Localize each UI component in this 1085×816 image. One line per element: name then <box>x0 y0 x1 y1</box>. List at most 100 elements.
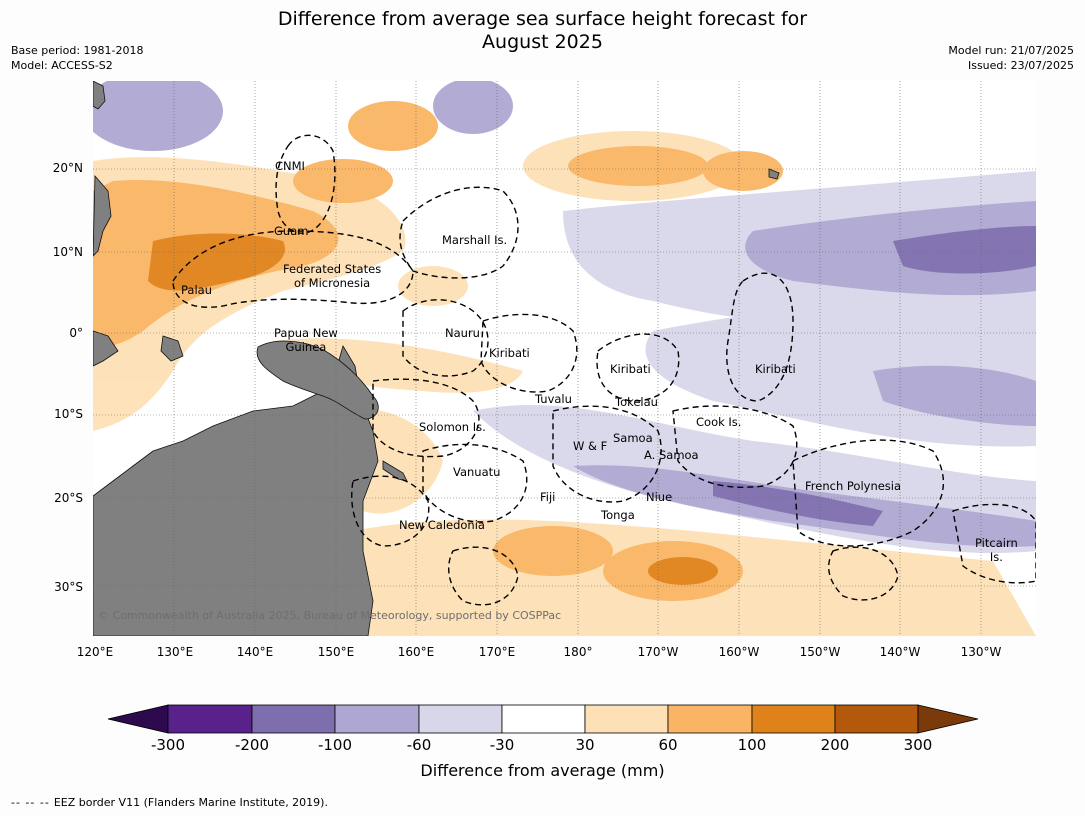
lat-label-30s: 30°S <box>54 580 83 594</box>
colorbar-tick: 30 <box>575 736 595 754</box>
map-svg <box>93 81 1036 636</box>
label-niue: Niue <box>646 490 673 504</box>
title-line-1: Difference from average sea surface heig… <box>277 8 808 30</box>
moderate-positive-mid-north <box>568 146 708 186</box>
colorbar-tick: -100 <box>317 736 353 754</box>
eez-kiribati-line <box>726 272 794 402</box>
eez-french-polynesia <box>792 439 945 547</box>
colorbar-tick: -30 <box>489 736 515 754</box>
colorbar-tick: 100 <box>737 736 767 754</box>
lat-label-20s: 20°S <box>54 491 83 505</box>
lon-label-140w: 140°W <box>879 645 921 659</box>
eez-legend-text: EEZ border V11 (Flanders Marine Institut… <box>53 796 328 809</box>
lat-label-0: 0° <box>69 326 83 340</box>
positive-anomaly-north-3 <box>703 151 783 191</box>
colorbar-tick: -60 <box>406 736 432 754</box>
colorbar-seg-200-300 <box>834 704 919 734</box>
label-guam: Guam <box>274 224 309 238</box>
meta-right: Model run: 21/07/2025 Issued: 23/07/2025 <box>948 43 1074 73</box>
eez-kiribati-west <box>480 313 578 393</box>
colorbar-seg-200-100 <box>251 704 336 734</box>
positive-anomaly-north-2 <box>293 159 393 203</box>
lat-label-20n: 20°N <box>52 161 83 175</box>
chart-title: Difference from average sea surface heig… <box>0 8 1085 54</box>
eez-legend: -- -- -- EEZ border V11 (Flanders Marine … <box>11 796 328 809</box>
eez-fsm <box>172 230 414 308</box>
eez-vanuatu-fiji <box>422 443 528 523</box>
colorbar-tick: 300 <box>903 736 933 754</box>
label-palau: Palau <box>181 283 212 297</box>
strong-negative-east <box>893 226 1036 274</box>
negative-anomaly-nw <box>93 81 223 151</box>
colorbar-extend-high <box>917 704 979 734</box>
colorbar-tick: -300 <box>150 736 186 754</box>
colorbar-seg-30-60 <box>584 704 669 734</box>
label-solomon-islands: Solomon Is. <box>419 420 486 434</box>
positive-anomaly-marshall <box>398 266 468 306</box>
label-tuvalu: Tuvalu <box>535 392 572 406</box>
lon-label-130e: 130°E <box>156 645 194 659</box>
meta-left: Base period: 1981-2018 Model: ACCESS-S2 <box>11 43 143 73</box>
new-guinea <box>256 340 379 420</box>
label-vanuatu: Vanuatu <box>453 465 501 479</box>
label-kiribati-line: Kiribati <box>755 362 796 376</box>
strong-negative-south <box>713 481 883 526</box>
forecast-map: CNMI Guam Marshall Is. Federated States … <box>93 81 1036 636</box>
label-cnmi: CNMI <box>275 159 305 173</box>
philippines <box>93 174 112 257</box>
eez-tuvalu-solomon <box>372 378 480 458</box>
lon-label-160w: 160°W <box>718 645 760 659</box>
eez-austral <box>827 546 899 601</box>
colorbar-label: Difference from average (mm) <box>420 761 665 780</box>
sulawesi <box>93 330 119 367</box>
taiwan <box>93 81 106 110</box>
negative-anomaly-north <box>433 81 513 134</box>
colorbar-tick: 200 <box>820 736 850 754</box>
lon-label-160e: 160°E <box>397 645 435 659</box>
lon-label-170w: 170°W <box>637 645 679 659</box>
label-kiribati-gilbert: Kiribati <box>489 346 530 360</box>
label-papua-new-guinea: Papua New Guinea <box>274 326 338 354</box>
australia <box>93 345 379 636</box>
lon-label-140e: 140°E <box>236 645 274 659</box>
hawaii <box>768 168 780 180</box>
label-pitcairn-islands: Pitcairn Is. <box>975 536 1018 564</box>
moderate-negative-se <box>873 365 1036 426</box>
eez-marshall <box>399 186 519 279</box>
eez-legend-symbol: -- -- -- <box>11 796 50 809</box>
model-run: Model run: 21/07/2025 <box>948 44 1074 57</box>
lon-label-130w: 130°W <box>960 645 1002 659</box>
positive-anomaly-south-2 <box>493 526 613 576</box>
label-marshall-islands: Marshall Is. <box>442 233 508 247</box>
colorbar-seg-100-60 <box>334 704 420 734</box>
label-new-caledonia: New Caledonia <box>399 518 485 532</box>
colorbar-seg-60-100 <box>667 704 753 734</box>
strong-positive-west <box>148 233 285 291</box>
eez-borders <box>172 134 1036 606</box>
label-samoa: Samoa <box>613 431 653 445</box>
colorbar-seg-30-30 <box>501 704 586 734</box>
graticule <box>93 81 1036 636</box>
halmahera <box>160 335 184 362</box>
lon-label-170e: 170°E <box>478 645 516 659</box>
label-tokelau: Tokelau <box>615 395 658 409</box>
label-tonga: Tonga <box>601 508 635 522</box>
eez-kiribati-phoenix <box>596 333 680 402</box>
eez-nauru-kiribati <box>402 299 489 377</box>
label-french-polynesia: French Polynesia <box>805 479 902 493</box>
eez-pitcairn <box>952 503 1036 584</box>
label-american-samoa: A. Samoa <box>644 448 699 462</box>
lat-label-10n: 10°N <box>52 245 83 259</box>
positive-anomaly-north-1 <box>348 101 438 151</box>
base-period: Base period: 1981-2018 <box>11 44 144 57</box>
model-name: Model: ACCESS-S2 <box>11 59 113 72</box>
label-federated-states-of-micronesia: Federated States of Micronesia <box>283 262 382 290</box>
label-nauru: Nauru <box>445 326 480 340</box>
label-wallis-futuna: W & F <box>573 439 608 453</box>
eez-new-caledonia <box>351 475 430 547</box>
lon-label-150e: 150°E <box>317 645 355 659</box>
colorbar <box>107 704 979 734</box>
colorbar-tick: -200 <box>234 736 270 754</box>
lon-label-180: 180° <box>563 645 593 659</box>
issued-date: Issued: 23/07/2025 <box>967 59 1074 72</box>
